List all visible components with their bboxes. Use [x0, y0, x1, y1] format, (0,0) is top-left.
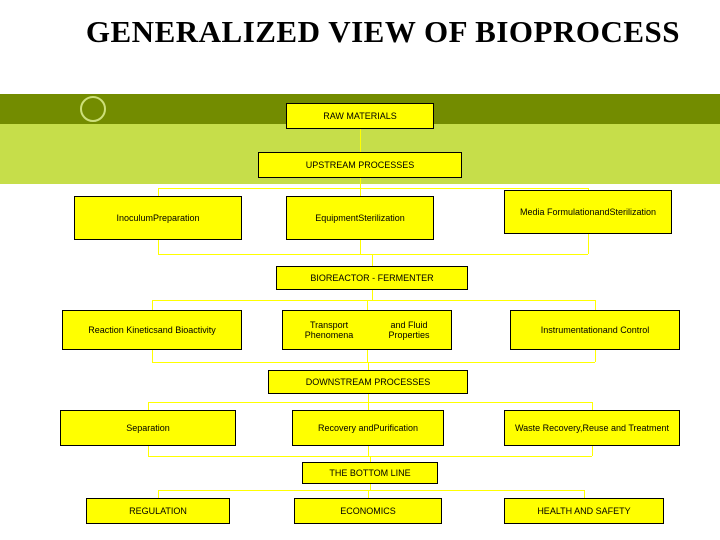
connector — [360, 129, 361, 152]
connector — [368, 394, 369, 402]
connector — [368, 362, 369, 370]
node-waste: Waste Recovery,Reuse and Treatment — [504, 410, 680, 446]
connector — [158, 254, 588, 255]
node-instr: Instrumentationand Control — [510, 310, 680, 350]
node-raw: RAW MATERIALS — [286, 103, 434, 129]
slide-title: GENERALIZED VIEW OF BIOPROCESS — [80, 14, 680, 50]
connector — [367, 300, 368, 310]
connector — [592, 402, 593, 410]
connector — [372, 290, 373, 300]
connector — [152, 362, 595, 363]
connector — [152, 350, 153, 362]
connector — [595, 350, 596, 362]
connector — [360, 240, 361, 254]
node-recovery: Recovery andPurification — [292, 410, 444, 446]
connector — [148, 402, 149, 410]
connector — [367, 350, 368, 362]
connector — [152, 300, 595, 301]
connector — [595, 300, 596, 310]
node-bottom: THE BOTTOM LINE — [302, 462, 438, 484]
connector — [592, 446, 593, 456]
node-regulation: REGULATION — [86, 498, 230, 524]
connector — [158, 490, 584, 491]
connector — [148, 446, 149, 456]
connector — [372, 254, 373, 266]
connector — [368, 490, 369, 498]
connector — [158, 490, 159, 498]
node-reaction: Reaction Kineticsand Bioactivity — [62, 310, 242, 350]
bullet-icon — [80, 96, 106, 122]
node-inoculum: InoculumPreparation — [74, 196, 242, 240]
node-economics: ECONOMICS — [294, 498, 442, 524]
node-bioreactor: BIOREACTOR - FERMENTER — [276, 266, 468, 290]
connector — [158, 188, 159, 196]
slide: GENERALIZED VIEW OF BIOPROCESS RAW MATER… — [0, 0, 720, 540]
node-health: HEALTH AND SAFETY — [504, 498, 664, 524]
node-media: Media FormulationandSterilization — [504, 190, 672, 234]
connector — [368, 446, 369, 456]
node-upstream: UPSTREAM PROCESSES — [258, 152, 462, 178]
connector — [152, 300, 153, 310]
node-transport: Transport Phenomenaand Fluid Properties — [282, 310, 452, 350]
connector — [368, 402, 369, 410]
connector — [588, 234, 589, 254]
node-separation: Separation — [60, 410, 236, 446]
connector — [584, 490, 585, 498]
connector — [148, 402, 592, 403]
connector — [158, 240, 159, 254]
node-downstream: DOWNSTREAM PROCESSES — [268, 370, 468, 394]
connector — [360, 178, 361, 188]
node-equip: EquipmentSterilization — [286, 196, 434, 240]
connector — [360, 188, 361, 196]
connector — [158, 188, 588, 189]
